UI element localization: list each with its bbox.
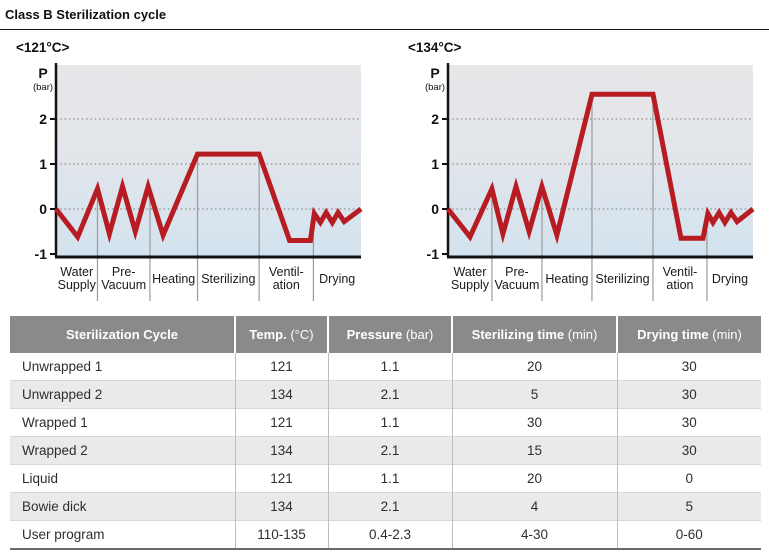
table-row: User program 110-135 0.4-2.3 4-30 0-60 bbox=[10, 520, 761, 550]
cell-cycle-name: Liquid bbox=[10, 464, 235, 493]
cell-value: 121 bbox=[234, 408, 328, 437]
table-row: Wrapped 2 134 2.1 15 30 bbox=[10, 436, 761, 465]
phase-label: Pre-Vacuum bbox=[494, 265, 539, 292]
cell-cycle-name: Bowie dick bbox=[10, 492, 235, 521]
cell-value: 121 bbox=[234, 353, 328, 381]
column-header-label: Sterilization Cycle bbox=[66, 327, 178, 342]
column-header: Sterilizing time (min) bbox=[451, 316, 617, 353]
cell-value: 20 bbox=[451, 464, 617, 493]
cell-cycle-name: Wrapped 1 bbox=[10, 408, 235, 437]
cell-cycle-name: Unwrapped 2 bbox=[10, 380, 235, 409]
cell-value: 30 bbox=[451, 408, 617, 437]
y-tick-label: -1 bbox=[35, 246, 48, 262]
cell-value: 134 bbox=[234, 436, 328, 465]
column-header: Temp. (°C) bbox=[234, 316, 328, 353]
chart-block-134c: <134°C> 2 1 0 -1 P (bar) Water Supply Pre-Vacuum… bbox=[406, 40, 758, 310]
chart-block-121c: <121°C> 2 1 0 -1 P (bar) Water Supply Pre-Vacuum… bbox=[14, 40, 366, 310]
y-axis-unit: (bar) bbox=[33, 82, 53, 93]
cell-value: 2.1 bbox=[327, 380, 452, 409]
table-row: Bowie dick 134 2.1 4 5 bbox=[10, 492, 761, 521]
table-row: Unwrapped 1 121 1.1 20 30 bbox=[10, 353, 761, 381]
column-header-label: Temp. bbox=[249, 327, 287, 342]
chart-heading-134c: <134°C> bbox=[408, 40, 462, 55]
cell-value: 121 bbox=[234, 464, 328, 493]
column-header-label: Drying time bbox=[637, 327, 709, 342]
column-header-unit: (bar) bbox=[402, 327, 434, 342]
cell-cycle-name: Wrapped 2 bbox=[10, 436, 235, 465]
cell-cycle-name: Unwrapped 1 bbox=[22, 359, 103, 374]
column-header-unit: (°C) bbox=[286, 327, 314, 342]
phase-label: Ventil-ation bbox=[663, 265, 698, 292]
cell-value: 30 bbox=[616, 380, 761, 409]
phase-label: Ventil-ation bbox=[269, 265, 304, 292]
cell-value: 30 bbox=[616, 353, 761, 381]
column-header-unit: (min) bbox=[708, 327, 742, 342]
cell-value: 0.4-2.3 bbox=[327, 520, 452, 550]
pressure-curve bbox=[54, 151, 363, 244]
plot-area bbox=[56, 65, 361, 257]
y-tick-label: 2 bbox=[431, 111, 439, 127]
phase-label: Heating bbox=[545, 272, 588, 286]
table-row: Liquid 121 1.1 20 0 bbox=[10, 464, 761, 493]
cell-value: 30 bbox=[616, 408, 761, 437]
cell-value: 20 bbox=[451, 353, 617, 381]
column-header: Sterilization Cycle bbox=[10, 316, 235, 353]
column-header-unit: (min) bbox=[564, 327, 598, 342]
cell-value: 5 bbox=[616, 492, 761, 521]
phase-label: Heating bbox=[152, 272, 195, 286]
cell-value: 4-30 bbox=[451, 520, 617, 550]
cell-value: 5 bbox=[451, 380, 617, 409]
title-divider bbox=[0, 29, 769, 30]
table-header-row: Sterilization Cycle Temp. (°C) Pressure (b… bbox=[10, 316, 761, 353]
chart-heading-121c: <121°C> bbox=[16, 40, 70, 55]
cell-value: 110-135 bbox=[234, 520, 328, 550]
table-row: Unwrapped 2 134 2.1 5 30 bbox=[10, 380, 761, 409]
pressure-chart-121c: 2 1 0 -1 P (bar) Water Supply Pre-Vacuum Heating S… bbox=[14, 57, 366, 310]
column-header-label: Sterilizing time bbox=[471, 327, 565, 342]
y-tick-label: 1 bbox=[39, 156, 47, 172]
column-header: Pressure (bar) bbox=[327, 316, 452, 353]
cell-cycle-name: User program bbox=[10, 520, 235, 550]
pressure-curve bbox=[446, 91, 755, 245]
cell-value: 134 bbox=[234, 380, 328, 409]
cell-value: 2.1 bbox=[327, 492, 452, 521]
y-axis-label: P bbox=[38, 65, 47, 81]
column-header-label: Pressure bbox=[346, 327, 403, 342]
y-tick-label: 2 bbox=[39, 111, 47, 127]
cell-value: 0 bbox=[616, 464, 761, 493]
phase-label: Drying bbox=[712, 272, 748, 286]
phase-label: Sterilizing bbox=[595, 272, 649, 286]
cell-value: 1.1 bbox=[327, 408, 452, 437]
cell-value: 30 bbox=[616, 436, 761, 465]
cell-value: 0-60 bbox=[616, 520, 761, 550]
phase-label: Pre-Vacuum bbox=[101, 265, 146, 292]
phase-label: Water Supply bbox=[58, 265, 97, 292]
phase-label: Water Supply bbox=[451, 265, 490, 292]
cell-value: 1.1 bbox=[327, 464, 452, 493]
table-body: Unwrapped 1 121 1.1 20 30 Unwrapped 2 134 2.1 5 3… bbox=[10, 353, 761, 550]
pressure-chart-134c: 2 1 0 -1 P (bar) Water Supply Pre-Vacuum Heating S… bbox=[406, 57, 758, 310]
phase-label: Sterilizing bbox=[201, 272, 255, 286]
phase-label: Drying bbox=[319, 272, 355, 286]
cell-value: 15 bbox=[451, 436, 617, 465]
cell-value: 4 bbox=[451, 492, 617, 521]
cell-value: 134 bbox=[234, 492, 328, 521]
column-header: Drying time (min) bbox=[616, 316, 761, 353]
page-title: Class B Sterilization cycle bbox=[5, 7, 167, 22]
table-row: Wrapped 1 121 1.1 30 30 bbox=[10, 408, 761, 437]
y-axis-label: P bbox=[430, 65, 439, 81]
y-tick-label: 0 bbox=[431, 201, 439, 217]
y-tick-label: 1 bbox=[431, 156, 439, 172]
y-tick-label: -1 bbox=[427, 246, 440, 262]
y-axis-unit: (bar) bbox=[425, 82, 445, 93]
y-tick-label: 0 bbox=[39, 201, 47, 217]
charts-row: <121°C> 2 1 0 -1 P (bar) Water Supply Pre-Vacuum… bbox=[0, 40, 769, 310]
cycle-table: Sterilization Cycle Temp. (°C) Pressure (b… bbox=[10, 316, 761, 550]
cell-value: 2.1 bbox=[327, 436, 452, 465]
table-header: Sterilization Cycle Temp. (°C) Pressure (b… bbox=[10, 316, 761, 353]
cell-value: 1.1 bbox=[327, 353, 452, 381]
